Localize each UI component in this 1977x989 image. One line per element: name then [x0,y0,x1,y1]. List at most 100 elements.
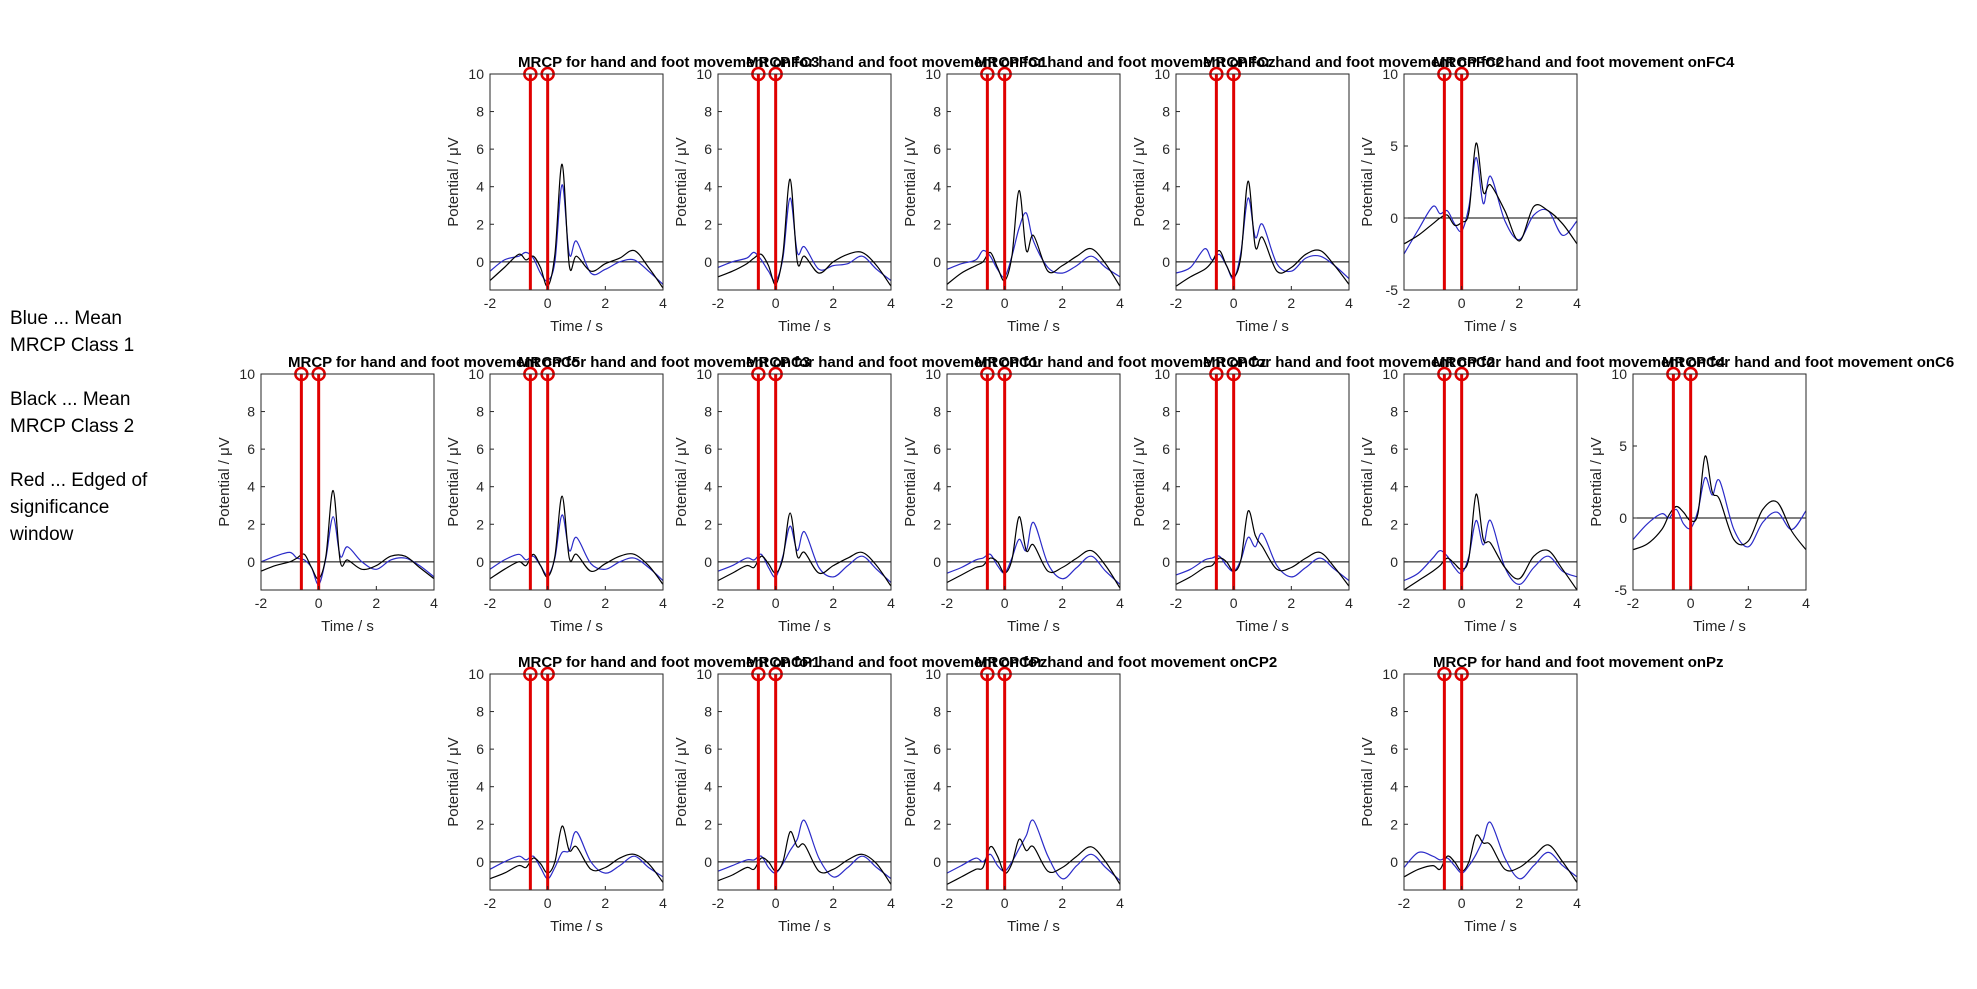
y-tick-label: 6 [1390,741,1398,757]
axes-box [946,73,1121,291]
x-tick-label: 0 [544,295,552,311]
x-axis-label: Time / s [550,918,603,935]
y-tick-label: 8 [476,404,484,420]
x-tick-label: 2 [829,295,837,311]
y-tick-label: 8 [704,104,712,120]
y-tick-label: 4 [1390,779,1398,795]
y-tick-label: 4 [704,179,712,195]
y-tick-label: 2 [933,516,941,532]
y-tick-label: 0 [247,554,255,570]
chart-panel: -2 0 2 4 0 2 4 6 8 10 Time / s Potential / μV MRCP f… [216,354,580,635]
y-tick-label: 6 [704,141,712,157]
y-axis-label: Potential / μV [902,437,919,527]
y-tick-label: 10 [1382,66,1398,82]
legend-red-line1: Red ... Edged of [10,470,148,491]
y-tick-label: 4 [704,779,712,795]
x-tick-label: -2 [712,295,725,311]
chart-panel: -2 0 2 4 0 2 4 6 8 10 Time / s Potential / μV MRCP f… [902,54,1276,335]
chart-title: MRCP for hand and foot movement onCP2 [975,654,1277,671]
series-line-class2 [717,178,892,287]
x-tick-label: 4 [1573,595,1581,611]
x-tick-label: 0 [772,895,780,911]
series-line-class2 [1403,493,1578,591]
y-tick-label: 4 [704,479,712,495]
y-tick-label: 6 [933,741,941,757]
y-tick-label: 4 [476,179,484,195]
series-line-class1 [717,197,892,282]
x-axis-label: Time / s [1007,318,1060,335]
x-tick-label: 0 [1230,295,1238,311]
x-tick-label: 0 [772,295,780,311]
series-line-class2 [1175,180,1350,287]
series-line-class2 [946,516,1121,589]
x-axis-label: Time / s [550,618,603,635]
series-line-class1 [260,516,435,586]
chart-title: MRCP for hand and foot movement onPz [1433,654,1724,671]
chart-title: MRCP for hand and foot movement onFCz [975,54,1276,71]
series-line-class1 [1175,532,1350,582]
series-line-class1 [1175,197,1350,280]
y-tick-label: 0 [1390,554,1398,570]
y-tick-label: 0 [704,854,712,870]
x-tick-label: 0 [315,595,323,611]
x-tick-label: -2 [1170,595,1183,611]
x-tick-label: 4 [659,595,667,611]
chart-title: MRCP for hand and foot movement onFC2 [1203,54,1504,71]
x-axis-label: Time / s [1236,318,1289,335]
y-tick-label: 0 [704,554,712,570]
y-axis-label: Potential / μV [902,137,919,227]
x-tick-label: 4 [1573,895,1581,911]
y-tick-label: 6 [933,141,941,157]
y-tick-label: 0 [476,554,484,570]
y-tick-label: 4 [476,479,484,495]
series-line-class2 [1403,142,1578,245]
y-tick-label: 8 [1162,104,1170,120]
y-tick-label: 2 [704,216,712,232]
axes-box [1632,373,1807,591]
y-tick-label: 10 [696,366,712,382]
chart-panel: -2 0 2 4 -5 0 5 10 Time / s Potential / μV MRCP fo… [1588,354,1954,635]
y-tick-label: 2 [1390,816,1398,832]
x-tick-label: 2 [601,295,609,311]
chart-title: MRCP for hand and foot movement onCPz [746,654,1047,671]
y-tick-label: 10 [925,666,941,682]
y-tick-label: 4 [247,479,255,495]
chart-panel: -2 0 2 4 0 2 4 6 8 10 Time / s Potential / μV MRCP f… [445,54,819,335]
x-tick-label: 4 [887,595,895,611]
chart-title: MRCP for hand and foot movement onFC4 [1433,54,1735,71]
y-tick-label: 6 [1162,141,1170,157]
y-tick-label: 6 [933,441,941,457]
y-tick-label: 0 [1390,854,1398,870]
y-axis-label: Potential / μV [902,737,919,827]
series-line-class2 [489,495,664,585]
y-axis-label: Potential / μV [216,437,233,527]
y-tick-label: 10 [468,66,484,82]
x-axis-label: Time / s [778,618,831,635]
y-tick-label: 8 [247,404,255,420]
y-tick-label: 0 [933,554,941,570]
x-axis-label: Time / s [1464,318,1517,335]
x-tick-label: 0 [1001,295,1009,311]
x-axis-label: Time / s [1464,618,1517,635]
series-line-class1 [946,212,1121,278]
x-tick-label: 2 [1287,595,1295,611]
series-line-class1 [1632,477,1807,548]
y-tick-label: 6 [476,441,484,457]
y-axis-label: Potential / μV [1359,737,1376,827]
y-tick-label: 8 [1162,404,1170,420]
y-tick-label: 10 [239,366,255,382]
y-tick-label: 10 [696,666,712,682]
y-tick-label: 8 [933,104,941,120]
legend-note: Blue ... Mean MRCP Class 1 Black ... Mea… [10,305,147,548]
x-tick-label: -2 [1398,895,1411,911]
y-tick-label: 0 [933,854,941,870]
y-tick-label: 10 [925,66,941,82]
y-tick-label: 6 [476,141,484,157]
chart-title: MRCP for hand and foot movement onCP1 [518,654,820,671]
y-tick-label: 10 [696,66,712,82]
series-line-class1 [489,184,664,285]
x-tick-label: -2 [712,595,725,611]
legend-red-line3: window [10,524,74,545]
y-tick-label: 6 [476,741,484,757]
